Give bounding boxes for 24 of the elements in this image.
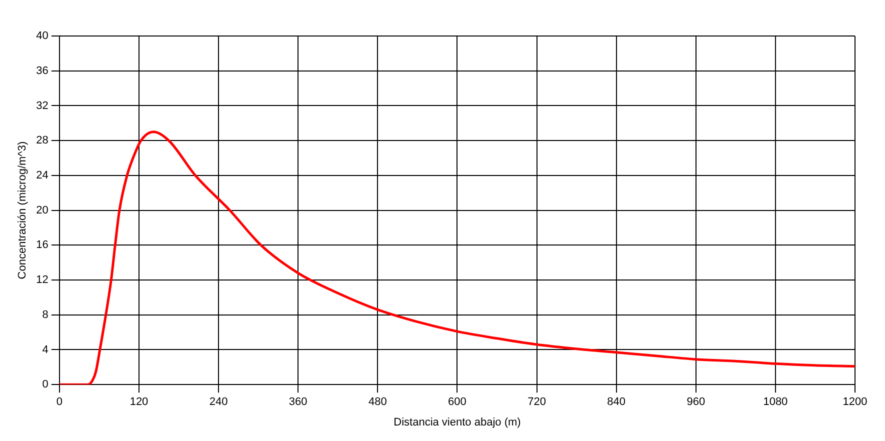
x-tick-label: 0 [56, 396, 62, 408]
y-tick-label: 32 [36, 100, 48, 112]
y-axis-title: Concentración (microg/m^3) [16, 141, 29, 280]
x-tick-label: 360 [288, 396, 308, 408]
y-tick-label: 24 [36, 169, 48, 182]
x-tick-label: 600 [448, 396, 466, 408]
x-tick-label: 240 [209, 396, 228, 408]
y-tick-label: 28 [36, 134, 48, 147]
x-tick-label: 720 [528, 396, 546, 408]
x-tick-label: 1080 [763, 396, 788, 408]
x-tick-label: 1200 [842, 396, 868, 408]
x-axis-title: Distancia viento abajo (m) [394, 416, 521, 428]
x-tick-label: 840 [607, 396, 626, 408]
y-tick-label: 40 [36, 30, 48, 42]
y-tick-label: 4 [42, 344, 48, 356]
x-tick-label: 480 [368, 396, 387, 408]
x-tick-label: 960 [686, 396, 706, 408]
x-tick-label: 120 [130, 396, 148, 408]
y-tick-label: 20 [36, 204, 48, 216]
y-tick-label: 8 [42, 308, 48, 321]
y-tick-label: 16 [36, 239, 48, 252]
y-tick-label: 36 [36, 64, 48, 77]
y-tick-label: 12 [36, 274, 48, 286]
y-tick-label: 0 [42, 378, 48, 391]
